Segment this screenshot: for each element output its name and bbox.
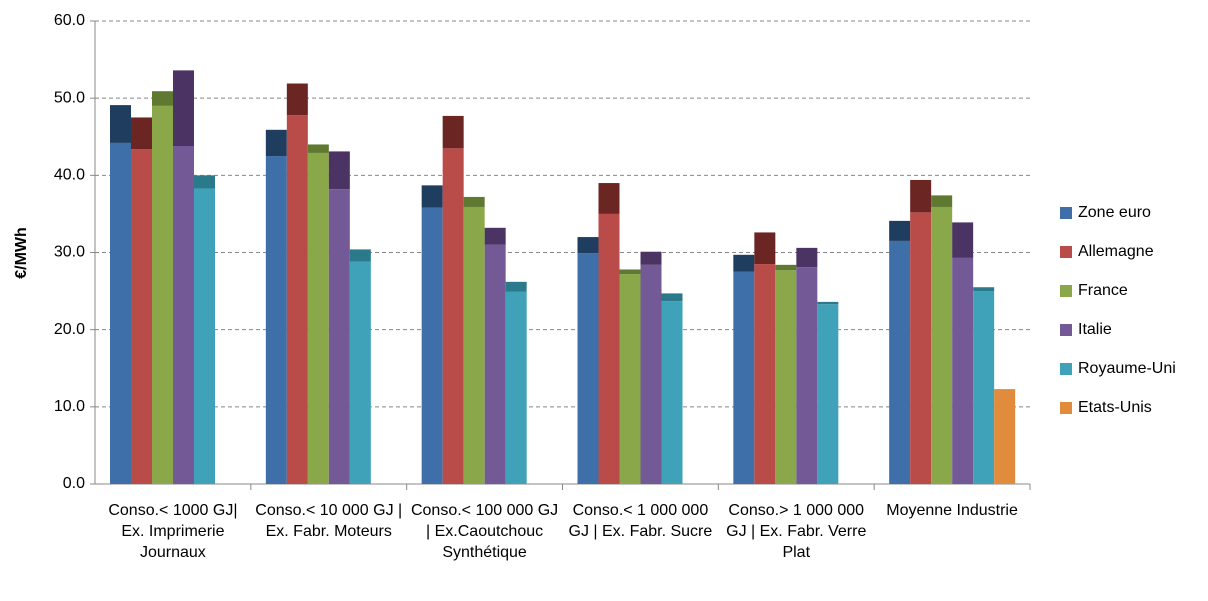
bar	[442, 148, 464, 484]
bar-increment	[889, 220, 911, 241]
bar	[173, 146, 194, 484]
x-tick-label: Conso.< 1000 GJ| Ex. Imprimerie Journaux	[108, 502, 238, 561]
x-tick-label: Conso.< 1 000 000 GJ | Ex. Fabr. Sucre	[568, 502, 713, 540]
y-axis-label: €/MWh	[13, 227, 30, 279]
bar-increment	[619, 269, 641, 275]
legend-swatch	[1060, 246, 1072, 258]
y-tick-label: 0.0	[63, 475, 85, 492]
bar	[931, 206, 953, 484]
bar-increment	[265, 129, 287, 157]
bar-increment	[952, 222, 974, 258]
bar	[484, 244, 506, 484]
bar	[598, 213, 620, 484]
bar	[661, 301, 683, 484]
bar	[307, 152, 329, 484]
bar-increment	[910, 179, 932, 213]
bar-increment	[931, 195, 953, 207]
x-tick-label: Moyenne Industrie	[886, 502, 1018, 519]
bar	[421, 207, 443, 484]
bar-increment	[131, 117, 152, 150]
y-tick-label: 20.0	[54, 321, 85, 338]
bar	[463, 206, 485, 484]
bar	[349, 261, 371, 484]
legend-label: Zone euro	[1078, 204, 1151, 221]
legend-label: Allemagne	[1078, 243, 1154, 260]
bar-increment	[194, 175, 215, 189]
bar-increment	[173, 70, 194, 147]
bar-increment	[484, 227, 506, 245]
bar	[775, 270, 797, 484]
bar	[619, 274, 641, 484]
bar	[910, 212, 932, 484]
legend-swatch	[1060, 363, 1072, 375]
bar-increment	[661, 293, 683, 302]
bar	[131, 149, 152, 484]
bar-increment	[349, 249, 371, 262]
bar-increment	[442, 115, 464, 149]
bar	[796, 267, 818, 484]
bar-increment	[286, 83, 308, 116]
bar	[194, 188, 215, 484]
bar	[889, 240, 911, 484]
bar	[505, 291, 527, 484]
bar-increment	[754, 232, 776, 265]
bar-increment	[463, 196, 485, 207]
bar	[994, 389, 1016, 484]
bar-increment	[152, 91, 173, 106]
y-tick-label: 30.0	[54, 244, 85, 261]
x-tick-label: Conso.< 10 000 GJ | Ex. Fabr. Moteurs	[255, 502, 403, 540]
legend-label: Etats-Unis	[1078, 399, 1152, 416]
bar-increment	[817, 301, 839, 305]
y-tick-label: 50.0	[54, 89, 85, 106]
bar	[817, 304, 839, 484]
bar	[733, 271, 755, 484]
bar-increment	[598, 183, 620, 214]
legend-swatch	[1060, 402, 1072, 414]
legend-label: Royaume-Uni	[1078, 360, 1176, 377]
bar-increment	[775, 264, 797, 271]
legend-swatch	[1060, 324, 1072, 336]
y-tick-label: 40.0	[54, 167, 85, 184]
bar-increment	[640, 251, 662, 265]
bar	[152, 105, 173, 484]
bar	[265, 156, 287, 484]
y-tick-label: 10.0	[54, 398, 85, 415]
bar	[640, 264, 662, 484]
bar-increment	[421, 185, 443, 208]
legend-label: Italie	[1078, 321, 1112, 338]
legend-swatch	[1060, 285, 1072, 297]
bar	[577, 253, 599, 484]
bar-increment	[796, 247, 818, 268]
bar-increment	[328, 151, 350, 190]
legend-label: France	[1078, 282, 1128, 299]
bar	[973, 291, 995, 484]
bar	[286, 115, 308, 484]
x-tick-label: Conso.> 1 000 000 GJ | Ex. Fabr. Verre P…	[726, 502, 867, 561]
bar	[952, 257, 974, 484]
bar-increment	[505, 281, 527, 292]
bar	[110, 142, 131, 484]
legend-swatch	[1060, 207, 1072, 219]
y-tick-label: 60.0	[54, 12, 85, 29]
bar-increment	[733, 254, 755, 272]
bar	[754, 264, 776, 484]
x-tick-label: Conso.< 100 000 GJ | Ex.Caoutchouc Synth…	[410, 502, 559, 561]
bar	[328, 189, 350, 484]
bar-increment	[973, 287, 995, 292]
bar-increment	[307, 144, 329, 153]
bar-increment	[577, 237, 599, 254]
bar-increment	[110, 105, 131, 143]
